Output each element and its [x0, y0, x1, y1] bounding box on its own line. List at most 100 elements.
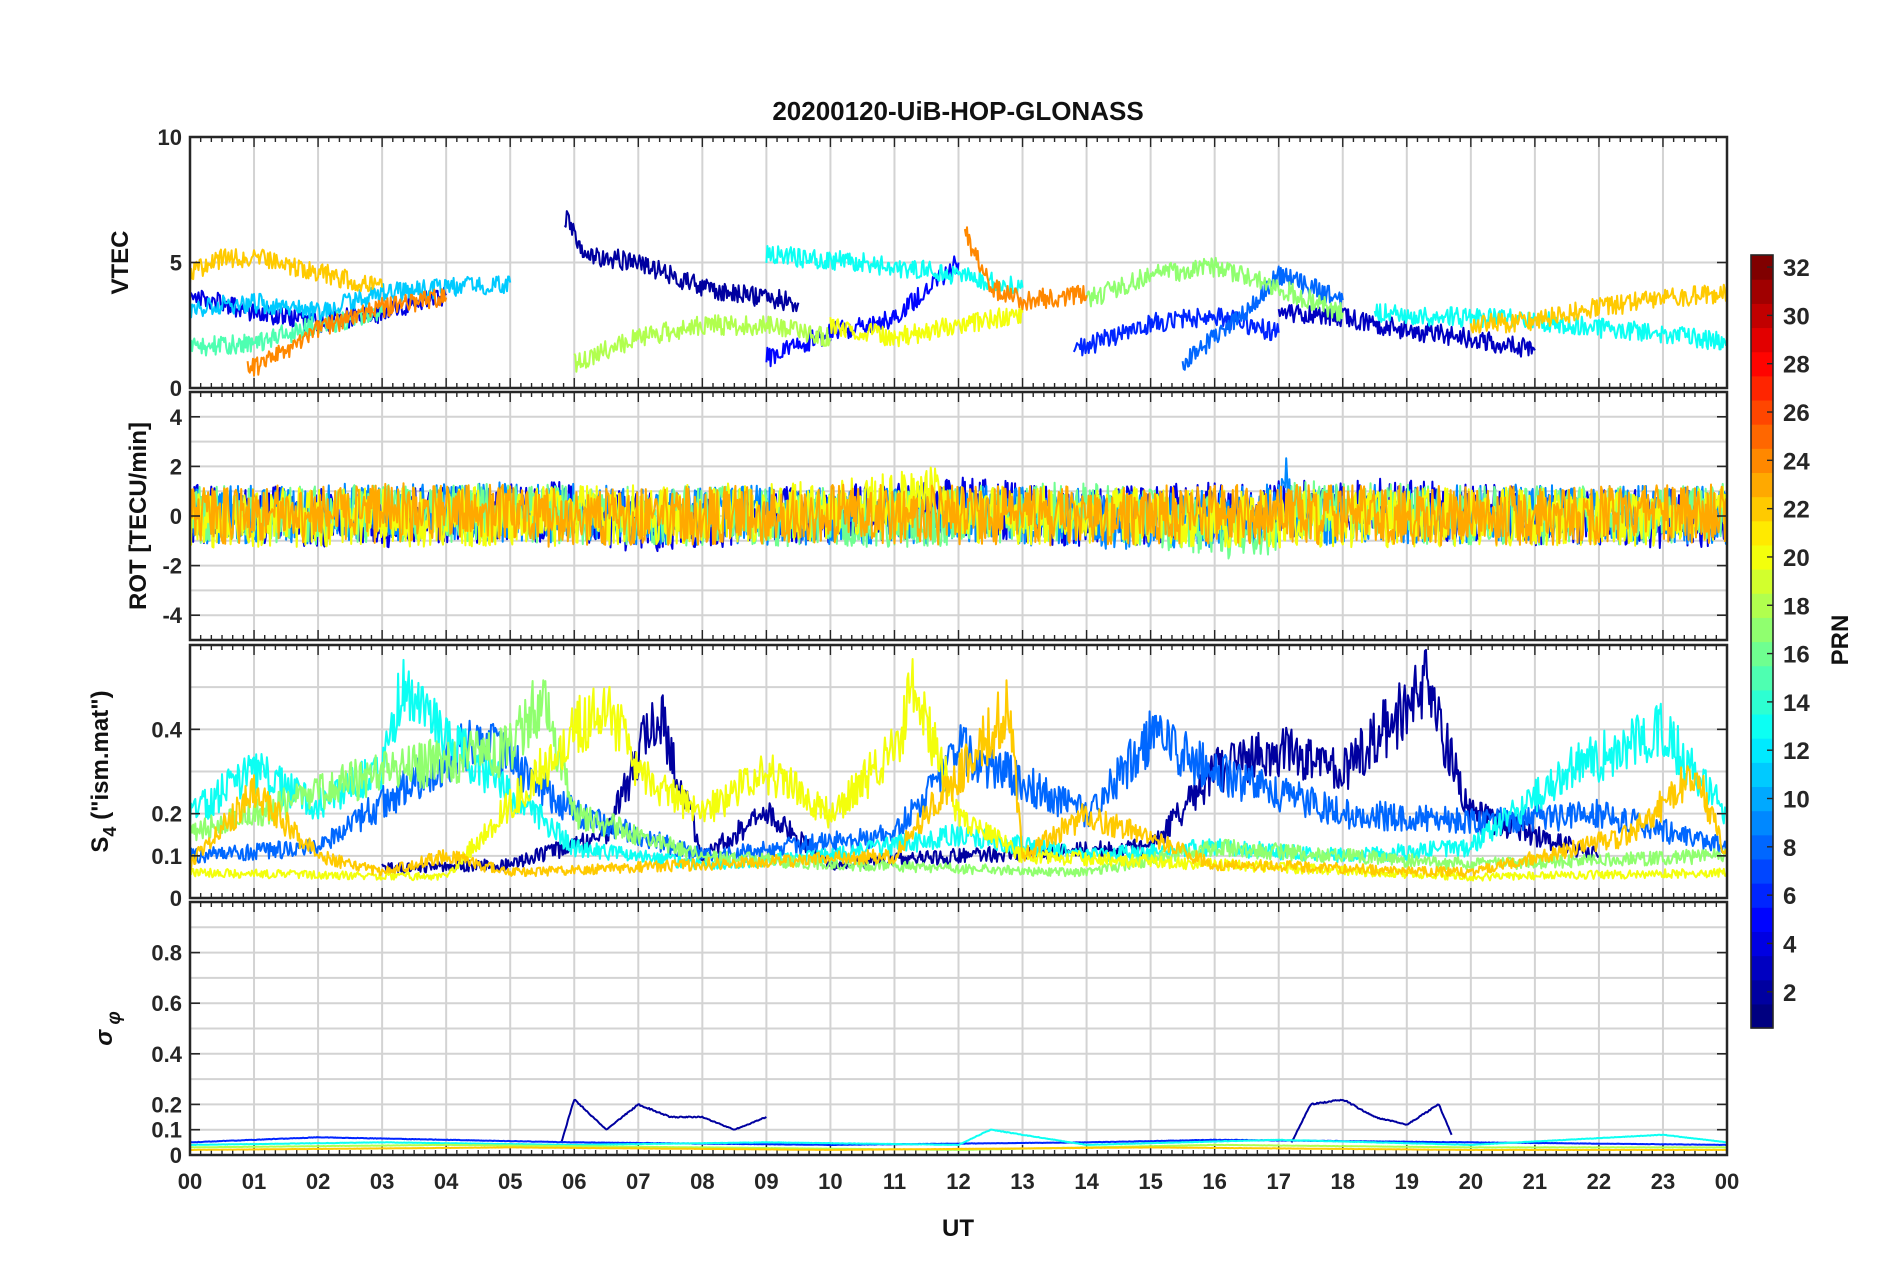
series-line-prn-2 — [560, 1098, 767, 1143]
colorbar-swatch-25 — [1751, 424, 1773, 449]
colorbar-tick-label: 6 — [1783, 883, 1796, 910]
x-tick-label: 13 — [1010, 1169, 1034, 1194]
y-axis-label-s4: S4 ("ism.mat") — [87, 690, 120, 852]
colorbar-swatch-2 — [1751, 979, 1773, 1005]
colorbar-label: PRN — [1827, 615, 1854, 666]
colorbar-tick-label: 24 — [1783, 448, 1810, 475]
x-tick-label: 06 — [562, 1169, 586, 1194]
x-tick-label: 08 — [690, 1169, 714, 1194]
series-line-prn-4 — [189, 286, 447, 334]
colorbar-tick-label: 8 — [1783, 835, 1796, 862]
panel-vtec: 0 5 10 VTEC — [107, 125, 1729, 401]
colorbar-swatch-10 — [1751, 786, 1773, 812]
series-line-prn-22 — [189, 1146, 1728, 1151]
series-line-prn-13 — [189, 658, 1728, 871]
colorbar-swatch-14 — [1751, 689, 1773, 715]
x-tick-label: 14 — [1074, 1169, 1099, 1194]
axes-box — [188, 900, 1729, 1157]
colorbar-tick-label: 16 — [1783, 642, 1810, 669]
colorbar-swatch-17 — [1751, 617, 1773, 643]
series-line-prn-22 — [1469, 283, 1728, 334]
series-line-prn-24 — [963, 226, 1088, 311]
colorbar-swatch-9 — [1751, 810, 1773, 836]
series-line-prn-11 — [189, 275, 512, 323]
y-tick-label: 0.4 — [151, 717, 182, 742]
colorbar-swatch-12 — [1751, 738, 1773, 763]
colorbar-swatch-18 — [1751, 593, 1773, 618]
colorbar-swatch-31 — [1751, 279, 1773, 304]
colorbar-tick-label: 2 — [1783, 980, 1796, 1007]
y-tick-label: 0.2 — [151, 802, 182, 827]
series-line-prn-20 — [829, 306, 1024, 348]
panel-s4: 0 0.1 0.2 0.4 S4 ("ism.mat") — [87, 643, 1729, 911]
colorbar-tick-label: 22 — [1783, 497, 1810, 524]
y-axis-label-vtec: VTEC — [107, 230, 134, 294]
x-tick-label: 04 — [434, 1169, 459, 1194]
series-line-prn-15 — [189, 303, 384, 357]
x-tick-label: 09 — [754, 1169, 778, 1194]
colorbar-tick-label: 20 — [1783, 545, 1810, 572]
y-tick-label: 2 — [170, 454, 182, 479]
series-line-prn-8 — [1181, 265, 1344, 371]
series-line-prn-20 — [189, 658, 1728, 882]
y-tick-label: 0.2 — [151, 1092, 182, 1117]
x-tick-label: 19 — [1395, 1169, 1419, 1194]
x-tick-label: 22 — [1587, 1169, 1611, 1194]
colorbar-swatch-29 — [1751, 327, 1773, 353]
x-tick-label: 15 — [1138, 1169, 1162, 1194]
x-axis-label: UT — [942, 1215, 974, 1242]
x-tick-label: 17 — [1266, 1169, 1290, 1194]
colorbar-swatch-8 — [1751, 834, 1773, 860]
colorbar-swatch-15 — [1751, 665, 1773, 691]
y-tick-label: -2 — [162, 554, 182, 579]
x-tick-label: 02 — [306, 1169, 330, 1194]
series-line-prn-5 — [765, 255, 960, 368]
colorbar-swatch-19 — [1751, 569, 1773, 594]
colorbar-swatch-20 — [1751, 544, 1773, 570]
y-tick-label: 0.8 — [151, 941, 182, 966]
series-line-prn-6 — [189, 1136, 1728, 1146]
colorbar-swatch-5 — [1751, 907, 1773, 932]
colorbar-swatch-6 — [1751, 883, 1773, 908]
x-tick-label: 23 — [1651, 1169, 1675, 1194]
panel-sigma_phi: 00.10.2 0.4 0.6 0.8 σ φ 00 01 02 03 04 05 06 07 08 09 1… — [91, 900, 1739, 1194]
y-tick-label: 0.1 — [151, 844, 182, 869]
colorbar-swatch-28 — [1751, 351, 1773, 377]
series-line-prn-2 — [1290, 1098, 1453, 1143]
colorbar-tick-label: 28 — [1783, 352, 1810, 379]
x-tick-label: 16 — [1202, 1169, 1226, 1194]
colorbar-swatch-1 — [1751, 1003, 1773, 1029]
x-tick-label: 01 — [242, 1169, 266, 1194]
x-tick-label: 03 — [370, 1169, 394, 1194]
colorbar-swatch-21 — [1751, 520, 1773, 546]
x-tick-label: 18 — [1331, 1169, 1355, 1194]
series-line-prn-13 — [189, 1128, 1728, 1146]
colorbar-tick-label: 10 — [1783, 787, 1810, 814]
colorbar-swatch-11 — [1751, 762, 1773, 788]
series-line-prn-22 — [189, 679, 1728, 879]
y-tick-label: 0 — [170, 886, 182, 911]
colorbar-swatch-27 — [1751, 375, 1773, 401]
y-tick-label: 4 — [170, 405, 183, 430]
axes-box — [188, 643, 1729, 900]
series-line-prn-17 — [189, 679, 1728, 878]
colorbar-swatch-32 — [1751, 255, 1773, 280]
series-line-prn-23 — [189, 482, 1728, 548]
y-tick-label: 5 — [170, 251, 182, 276]
colorbar-tick-label: 12 — [1783, 738, 1810, 765]
y-tick-label: 0 — [170, 504, 182, 529]
colorbar-swatch-24 — [1751, 448, 1773, 474]
colorbar-swatch-16 — [1751, 641, 1773, 667]
chart-title: 20200120-UiB-HOP-GLONASS — [772, 96, 1143, 126]
x-tick-label: 07 — [626, 1169, 650, 1194]
y-tick-label: 0 — [170, 376, 182, 401]
series-line-prn-8 — [189, 710, 1728, 864]
y-tick-label: -4 — [162, 603, 182, 628]
colorbar-swatch-3 — [1751, 955, 1773, 981]
colorbar-swatch-22 — [1751, 496, 1773, 522]
colorbar-frame — [1750, 254, 1774, 1029]
series-line-prn-18 — [573, 314, 832, 373]
y-tick-label: 10 — [158, 125, 182, 150]
y-tick-label: 0.6 — [151, 991, 182, 1016]
